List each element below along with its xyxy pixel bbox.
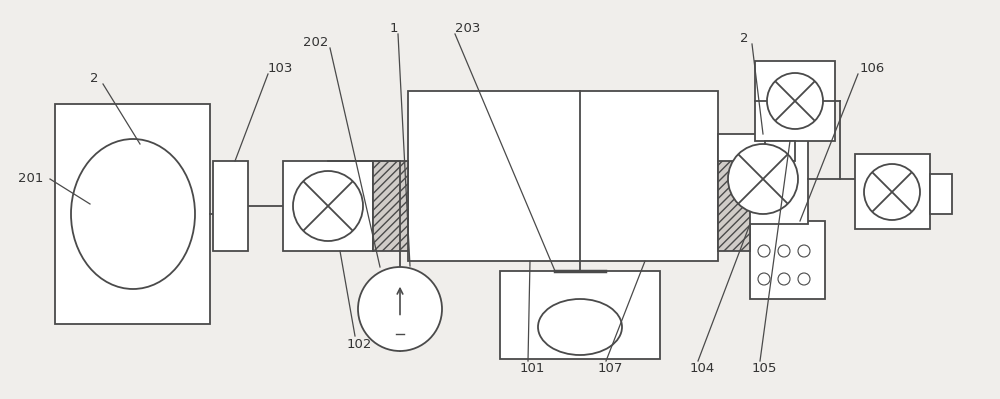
Circle shape: [728, 144, 798, 214]
Bar: [500, 271, 660, 359]
Circle shape: [798, 245, 810, 257]
Bar: [283, 161, 373, 251]
Text: 107: 107: [598, 363, 623, 375]
Text: 106: 106: [860, 63, 885, 75]
Circle shape: [293, 171, 363, 241]
Text: 101: 101: [520, 363, 545, 375]
Bar: [373, 161, 408, 251]
Text: 1: 1: [390, 22, 398, 36]
Circle shape: [758, 273, 770, 285]
Text: 104: 104: [690, 363, 715, 375]
Text: 102: 102: [347, 338, 372, 350]
Circle shape: [798, 273, 810, 285]
Circle shape: [358, 267, 442, 351]
Bar: [213, 161, 248, 251]
Bar: [718, 161, 750, 251]
Bar: [755, 61, 835, 141]
Bar: [408, 91, 718, 261]
Bar: [750, 221, 825, 299]
Text: 2: 2: [740, 32, 748, 45]
Bar: [55, 104, 210, 324]
Bar: [718, 134, 808, 224]
Circle shape: [767, 73, 823, 129]
Circle shape: [778, 245, 790, 257]
Text: 203: 203: [455, 22, 480, 36]
Ellipse shape: [538, 299, 622, 355]
Text: 202: 202: [303, 36, 328, 49]
Bar: [765, 141, 795, 161]
Text: 103: 103: [268, 63, 293, 75]
Bar: [855, 154, 930, 229]
Text: 2: 2: [90, 73, 98, 85]
Bar: [930, 174, 952, 214]
Circle shape: [758, 245, 770, 257]
Circle shape: [778, 273, 790, 285]
Text: 201: 201: [18, 172, 43, 186]
Text: 105: 105: [752, 363, 777, 375]
Ellipse shape: [71, 139, 195, 289]
Circle shape: [864, 164, 920, 220]
